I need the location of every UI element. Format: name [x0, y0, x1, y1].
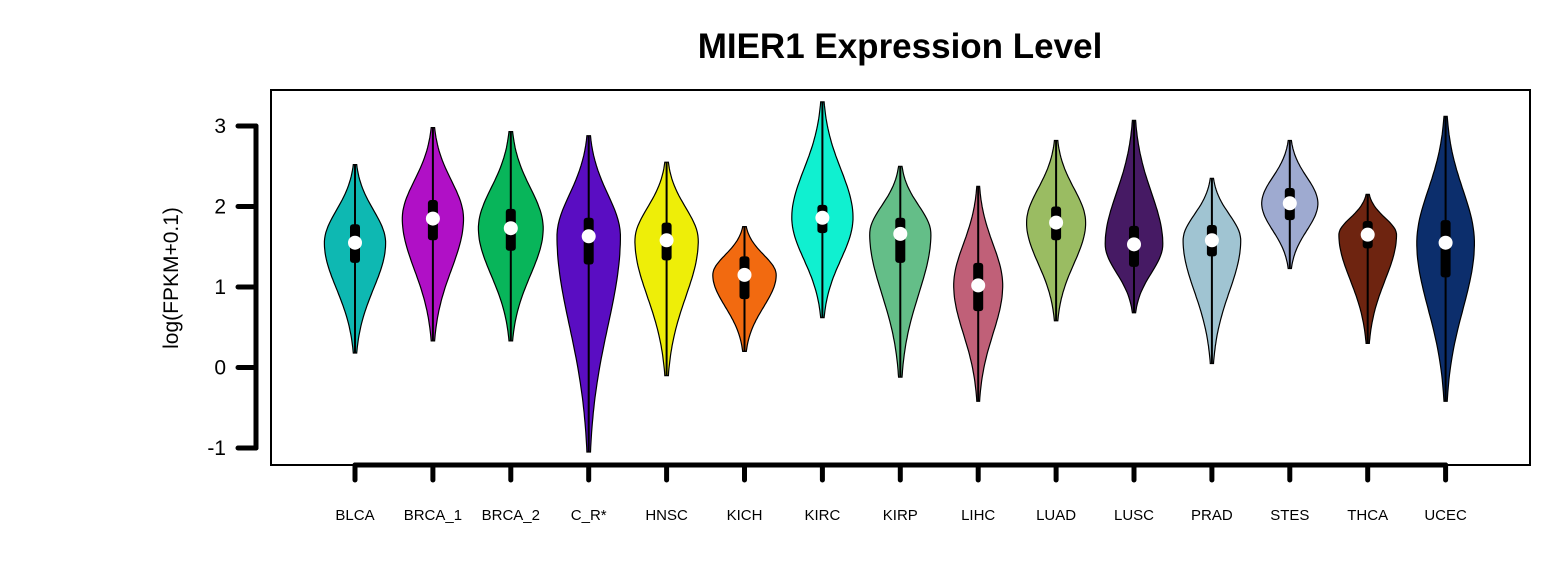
violin-median-dot [659, 233, 674, 248]
violin-median-dot [1282, 196, 1297, 211]
violin-median-dot [503, 221, 518, 236]
violin-median-dot [893, 226, 908, 241]
x-tick-label: KIRP [883, 507, 918, 524]
x-tick-label: BRCA_2 [482, 507, 540, 524]
violin-median-dot [581, 229, 596, 244]
violin-PRAD [1182, 177, 1242, 365]
violin-LUSC [1104, 119, 1164, 314]
violin-UCEC [1416, 115, 1475, 402]
y-axis-label: log(FPKM+0.1) [160, 207, 183, 349]
violin-BRCA_1 [401, 127, 465, 342]
chart-title: MIER1 Expression Level [698, 27, 1103, 66]
x-tick-label: BRCA_1 [404, 507, 462, 524]
x-tick-label: KIRC [804, 507, 840, 524]
x-tick-label: HNSC [645, 507, 688, 524]
x-tick-label: BLCA [335, 507, 374, 524]
x-tick-label: C_R* [571, 507, 607, 524]
violin-median-dot [1204, 233, 1219, 248]
y-tick-label: 0 [214, 357, 226, 380]
x-tick-label: LIHC [961, 507, 995, 524]
x-tick-label: LUSC [1114, 507, 1154, 524]
violin-median-dot [1438, 235, 1453, 250]
violin-median-dot [971, 278, 986, 293]
violin-THCA [1338, 193, 1398, 344]
x-tick-label: PRAD [1191, 507, 1233, 524]
violin-LIHC [953, 185, 1004, 402]
violin-median-dot [1360, 227, 1375, 242]
violin-KIRC [791, 101, 854, 319]
violin-C_R* [556, 135, 621, 453]
violin-median-dot [348, 235, 362, 250]
y-tick-label: -1 [207, 437, 226, 460]
violin-BLCA [323, 164, 387, 354]
violin-HNSC [634, 161, 699, 377]
violins-layer [323, 101, 1475, 453]
violin-BRCA_2 [477, 131, 544, 342]
violin-STES [1261, 139, 1319, 270]
x-tick-label: KICH [727, 507, 763, 524]
violin-median-dot [1127, 237, 1141, 252]
y-tick-label: 3 [214, 115, 226, 138]
y-tick-label: 2 [214, 196, 226, 219]
x-tick-label: UCEC [1424, 507, 1467, 524]
violin-KIRP [869, 165, 932, 378]
violin-median-dot [737, 267, 752, 282]
violin-LUAD [1026, 139, 1087, 322]
violin-median-dot [815, 210, 830, 225]
violin-median-dot [1049, 215, 1064, 230]
violin-KICH [712, 226, 777, 352]
x-axis: BLCA BRCA_1 BRCA_2 C_R* HNSC KICH KIRC KIRP LIHC… [335, 462, 1467, 524]
x-tick-label: STES [1270, 507, 1309, 524]
y-axis: -1 0 1 2 3 [207, 115, 259, 460]
violin-median-dot [425, 211, 440, 226]
y-tick-label: 1 [214, 276, 226, 299]
x-tick-label: THCA [1347, 507, 1388, 524]
x-tick-label: LUAD [1036, 507, 1076, 524]
